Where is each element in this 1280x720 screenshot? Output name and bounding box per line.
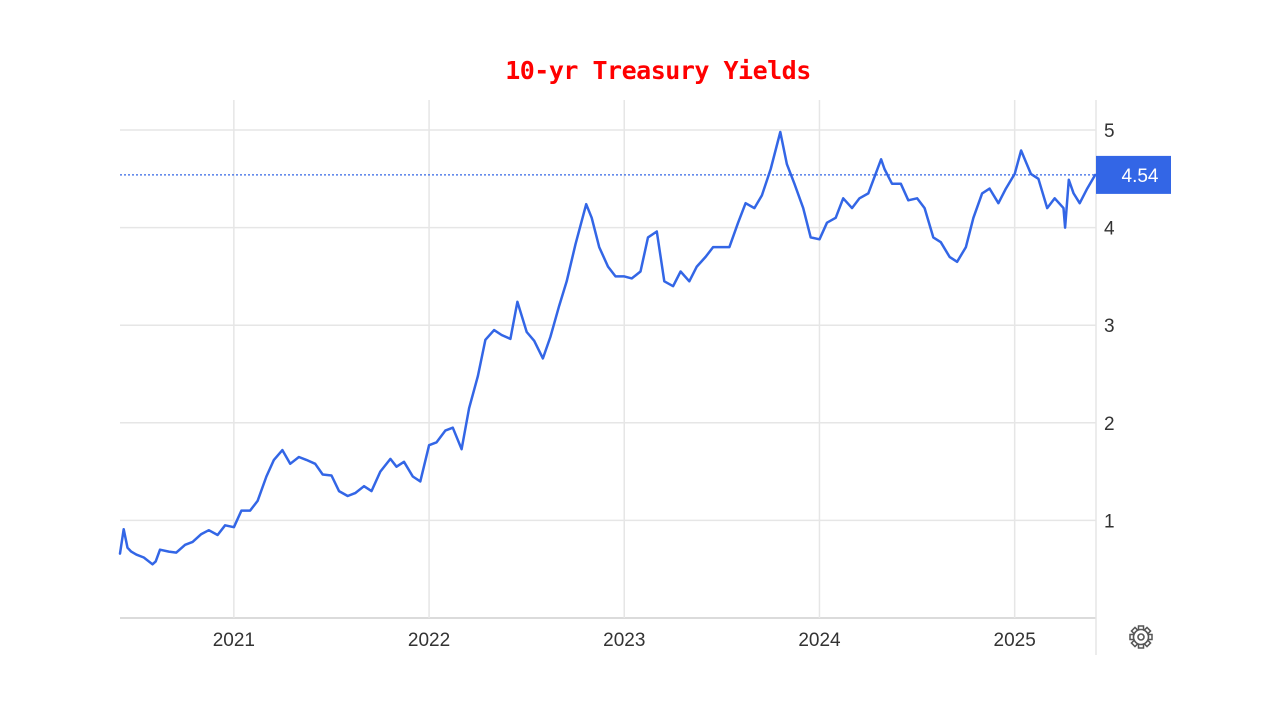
y-tick-label: 3 <box>1104 316 1115 337</box>
last-value-badge <box>1096 155 1171 194</box>
last-value-label: 4.54 <box>1122 166 1159 187</box>
chart-title: 10-yr Treasury Yields <box>505 56 811 85</box>
x-tick-label: 2025 <box>994 630 1036 651</box>
x-tick-label: 2024 <box>798 630 841 651</box>
gear-icon[interactable] <box>1129 625 1153 649</box>
y-tick-label: 2 <box>1104 414 1115 435</box>
y-tick-label: 1 <box>1104 511 1115 532</box>
series-line <box>118 130 1097 566</box>
x-tick-label: 2021 <box>213 630 255 651</box>
y-tick-label: 5 <box>1104 121 1115 142</box>
x-tick-label: 2022 <box>408 630 450 651</box>
gear-hub <box>1137 633 1145 641</box>
y-tick-label: 4 <box>1104 219 1115 240</box>
x-tick-label: 2023 <box>603 630 645 651</box>
